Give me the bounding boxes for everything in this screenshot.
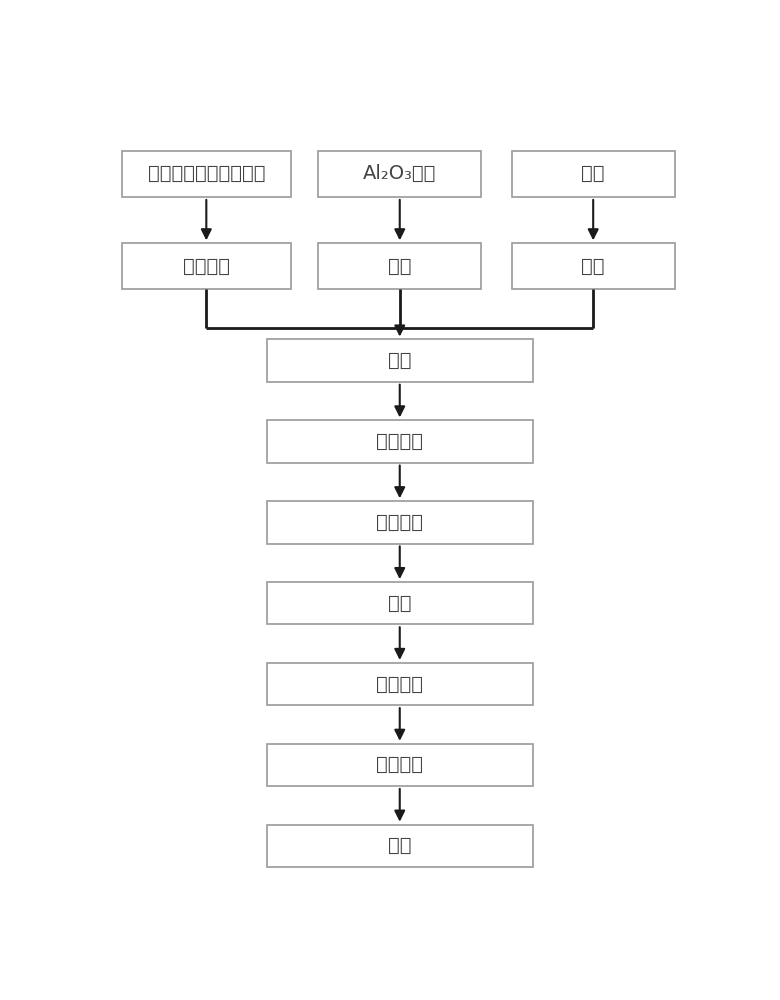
Text: 干燥: 干燥 [581, 257, 605, 276]
Bar [512, 151, 675, 197]
Bar [267, 501, 533, 544]
Text: 挤出成型: 挤出成型 [376, 513, 424, 532]
Bar [267, 339, 533, 382]
Bar [267, 582, 533, 624]
Bar [267, 825, 533, 867]
Bar [122, 243, 291, 289]
Text: 真空烧结: 真空烧结 [376, 675, 424, 694]
Text: 干燥: 干燥 [388, 594, 412, 613]
Bar [512, 243, 675, 289]
Bar [267, 420, 533, 463]
Bar [318, 243, 481, 289]
Bar [267, 744, 533, 786]
Bar [122, 151, 291, 197]
Text: 真空炼泥: 真空炼泥 [376, 432, 424, 451]
Text: 和膏: 和膏 [388, 351, 412, 370]
Text: 研磨: 研磨 [388, 257, 412, 276]
Text: 木粉: 木粉 [581, 164, 605, 183]
Text: 有效催化成分、增塑剂: 有效催化成分、增塑剂 [147, 164, 265, 183]
Text: 蒸汽活化: 蒸汽活化 [376, 755, 424, 774]
Text: 配制溶液: 配制溶液 [183, 257, 230, 276]
Text: Al₂O₃预烧: Al₂O₃预烧 [363, 164, 437, 183]
Bar [318, 151, 481, 197]
Text: 产品: 产品 [388, 836, 412, 855]
Bar [267, 663, 533, 705]
